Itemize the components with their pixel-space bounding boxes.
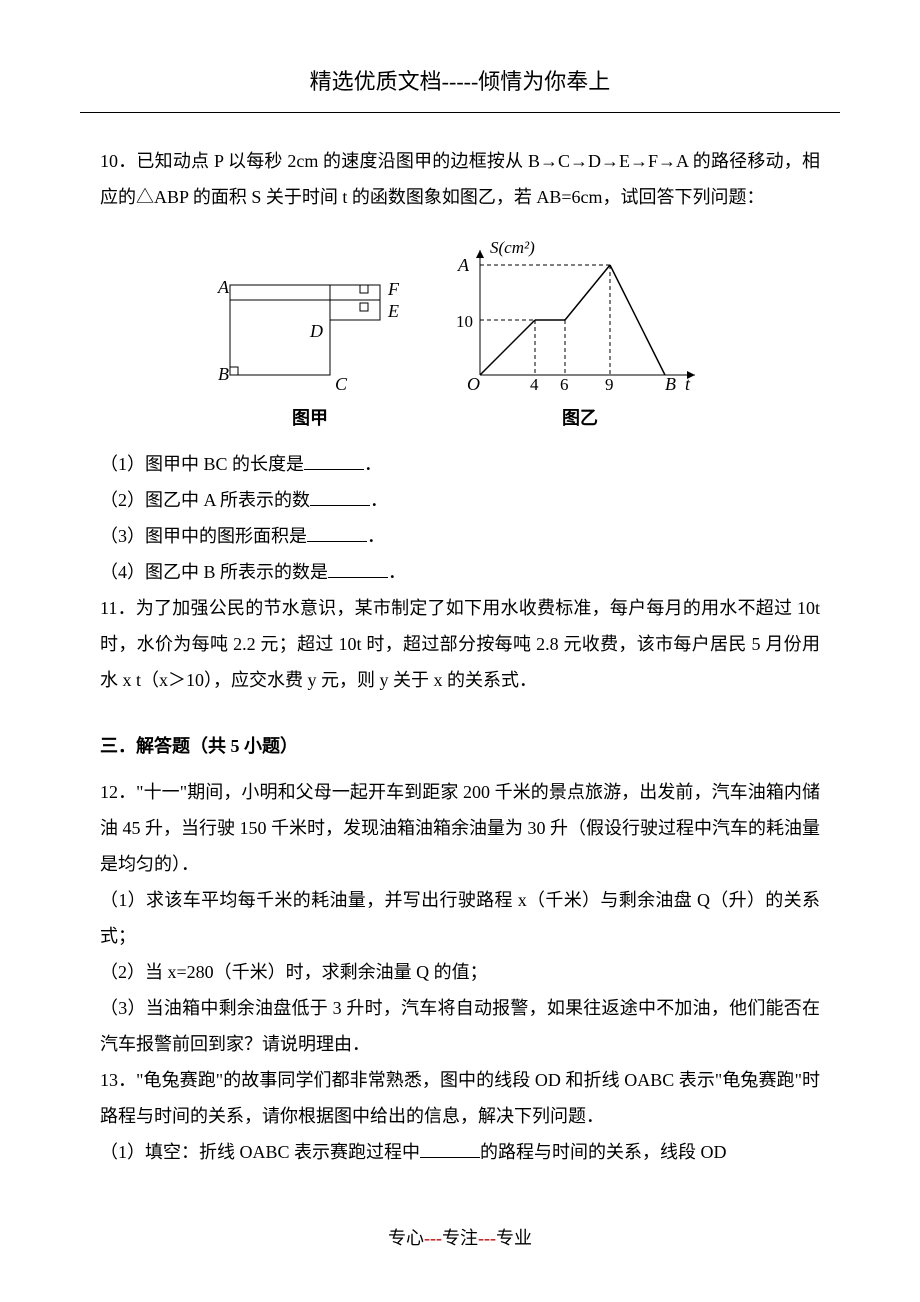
footer-sep2: --- — [478, 1228, 496, 1248]
problem-12-intro: 12．"十一"期间，小明和父母一起开车到距家 200 千米的景点旅游，出发前，汽… — [100, 774, 820, 882]
footer-sep1: --- — [424, 1228, 442, 1248]
x9: 9 — [605, 375, 614, 394]
x6: 6 — [560, 375, 569, 394]
pt-A: A — [217, 277, 230, 297]
q4-blank — [328, 560, 388, 578]
pt-C: C — [335, 374, 348, 394]
problem-12-q3: （3）当油箱中剩余油盘低于 3 升时，汽车将自动报警，如果往返途中不加油，他们能… — [100, 990, 820, 1062]
footer-suffix: 专业 — [496, 1228, 532, 1248]
q4-text: （4）图乙中 B 所表示的数是 — [100, 562, 328, 582]
problem-11: 11．为了加强公民的节水意识，某市制定了如下用水收费标准，每户每月的用水不超过 … — [100, 590, 820, 698]
figure-1-block: A B C D E F 图甲 — [210, 265, 410, 436]
pt-B: B — [218, 364, 229, 384]
figures-container: A B C D E F 图甲 S(cm²) A 10 O — [100, 235, 820, 436]
problem-12-q1: （1）求该车平均每千米的耗油量，并写出行驶路程 x（千米）与剩余油盘 Q（升）的… — [100, 882, 820, 954]
q2-end: ． — [370, 490, 388, 510]
q1-blank — [304, 452, 364, 470]
q13-1a: （1）填空：折线 OABC 表示赛跑过程中 — [100, 1142, 420, 1162]
problem-13-intro: 13．"龟兔赛跑"的故事同学们都非常熟悉，图中的线段 OD 和折线 OABC 表… — [100, 1062, 820, 1134]
q1-end: ． — [364, 454, 382, 474]
pt-D: D — [309, 321, 323, 341]
figure-1-label: 图甲 — [292, 400, 328, 436]
page-footer: 专心---专注---专业 — [100, 1220, 820, 1256]
figure-2-label: 图乙 — [562, 400, 598, 436]
q4-end: ． — [388, 562, 406, 582]
q2-blank — [310, 488, 370, 506]
q2-text: （2）图乙中 A 所表示的数 — [100, 490, 310, 510]
origin: O — [467, 374, 480, 394]
x4: 4 — [530, 375, 539, 394]
problem-10-q4: （4）图乙中 B 所表示的数是 ． — [100, 554, 820, 590]
figure-2-svg: S(cm²) A 10 O 4 6 9 B t — [450, 235, 710, 395]
problem-10-intro: 10．已知动点 P 以每秒 2cm 的速度沿图甲的边框按从 B→C→D→E→F→… — [100, 143, 820, 215]
figure-1-svg: A B C D E F — [210, 265, 410, 395]
y10: 10 — [456, 312, 473, 331]
page-header: 精选优质文档-----倾情为你奉上 — [100, 60, 820, 104]
header-underline — [80, 112, 840, 113]
problem-12-q2: （2）当 x=280（千米）时，求剩余油量 Q 的值； — [100, 954, 820, 990]
pt-F: F — [387, 279, 400, 299]
footer-prefix: 专心 — [388, 1228, 424, 1248]
q13-blank — [420, 1140, 480, 1158]
yA: A — [457, 255, 470, 275]
q13-1b: 的路程与时间的关系，线段 OD — [480, 1142, 727, 1162]
q3-end: ． — [367, 526, 385, 546]
section-3-heading: 三．解答题（共 5 小题） — [100, 728, 820, 764]
q3-text: （3）图甲中的图形面积是 — [100, 526, 307, 546]
problem-10-q2: （2）图乙中 A 所表示的数 ． — [100, 482, 820, 518]
problem-10-q1: （1）图甲中 BC 的长度是 ． — [100, 446, 820, 482]
footer-mid: 专注 — [442, 1228, 478, 1248]
q3-blank — [307, 524, 367, 542]
q1-text: （1）图甲中 BC 的长度是 — [100, 454, 304, 474]
xB: B — [665, 374, 676, 394]
figure-2-block: S(cm²) A 10 O 4 6 9 B t 图乙 — [450, 235, 710, 436]
problem-10-q3: （3）图甲中的图形面积是 ． — [100, 518, 820, 554]
ylabel: S(cm²) — [490, 238, 535, 257]
header-title: 精选优质文档-----倾情为你奉上 — [310, 69, 611, 94]
pt-E: E — [387, 301, 399, 321]
problem-13-q1: （1）填空：折线 OABC 表示赛跑过程中 的路程与时间的关系，线段 OD — [100, 1134, 820, 1170]
